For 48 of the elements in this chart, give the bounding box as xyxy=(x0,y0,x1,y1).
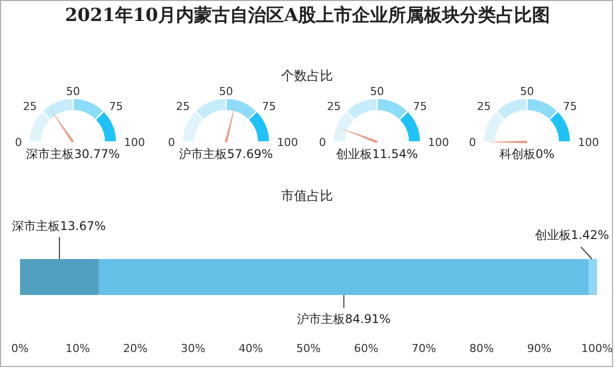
text: 50 xyxy=(370,85,384,98)
x-tick-label: 30% xyxy=(180,342,206,355)
text: 50 xyxy=(66,85,80,98)
data-label: 0% xyxy=(535,147,555,161)
category-label: 沪市主板 xyxy=(179,147,228,161)
x-tick-label: 10% xyxy=(65,342,90,355)
text: 0 xyxy=(15,136,22,149)
x-tick-label: 100% xyxy=(581,342,613,355)
text: 100 xyxy=(428,136,449,149)
x-tick-label: 60% xyxy=(354,342,378,355)
text: 25 xyxy=(326,100,341,113)
category-label: 创业板 xyxy=(336,147,372,161)
x-tick-label: 80% xyxy=(469,342,494,355)
text: 25 xyxy=(476,100,491,113)
text: 100 xyxy=(277,136,298,149)
text: 25 xyxy=(176,100,190,113)
x-tick-label: 90% xyxy=(527,342,552,355)
text: 100 xyxy=(124,136,145,149)
x-tick-label: 0% xyxy=(11,342,29,355)
data-label: 30.77% xyxy=(74,147,120,161)
x-tick-label: 50% xyxy=(296,342,321,355)
x-tick-label: 40% xyxy=(238,342,264,355)
text: 75 xyxy=(109,100,124,113)
text: 100 xyxy=(578,136,599,149)
text: 创业板1.42% xyxy=(534,228,609,242)
category-label: 科创板 xyxy=(499,147,536,161)
category-label: 深市主板 xyxy=(26,147,74,161)
text: 75 xyxy=(563,100,578,113)
text: 0 xyxy=(168,136,175,149)
text: 个数占比 xyxy=(281,69,333,84)
text: 深市主板13.67% xyxy=(12,219,106,233)
text: 50 xyxy=(520,85,534,98)
text: 0 xyxy=(469,136,476,149)
data-label: 11.54% xyxy=(372,147,418,161)
text: 0 xyxy=(319,136,326,149)
bar xyxy=(20,259,99,295)
text: 25 xyxy=(22,100,37,113)
text: 75 xyxy=(262,100,276,113)
text: 50 xyxy=(219,85,233,98)
data-label: 57.69% xyxy=(227,147,273,161)
x-tick-label: 20% xyxy=(123,342,148,355)
text: 2021年10月内蒙古自治区A股上市企业所属板块分类占比图 xyxy=(64,4,552,27)
text: 沪市主板84.91% xyxy=(296,312,391,326)
bar xyxy=(588,259,597,295)
x-tick-label: 70% xyxy=(412,342,436,355)
chart-title: 市值占比 xyxy=(281,189,333,204)
bar xyxy=(98,259,589,295)
text: 75 xyxy=(413,100,428,113)
